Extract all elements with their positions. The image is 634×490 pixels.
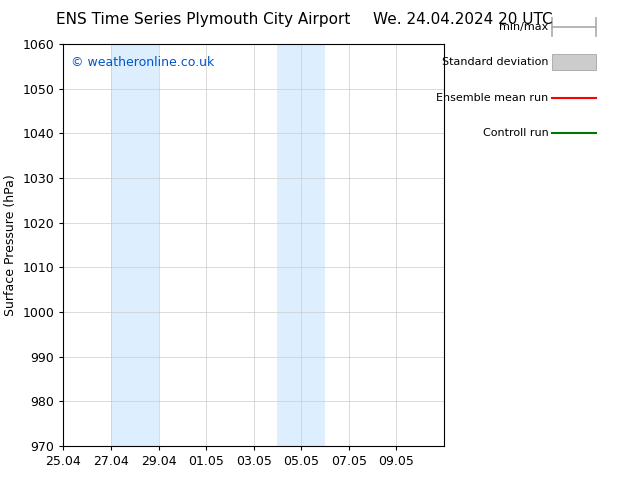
Text: © weatheronline.co.uk: © weatheronline.co.uk <box>71 56 214 69</box>
Text: ENS Time Series Plymouth City Airport: ENS Time Series Plymouth City Airport <box>56 12 350 27</box>
Text: Ensemble mean run: Ensemble mean run <box>436 93 548 102</box>
Y-axis label: Surface Pressure (hPa): Surface Pressure (hPa) <box>4 174 17 316</box>
Text: We. 24.04.2024 20 UTC: We. 24.04.2024 20 UTC <box>373 12 553 27</box>
Bar <box>278 44 325 446</box>
Text: Controll run: Controll run <box>482 128 548 138</box>
Text: Standard deviation: Standard deviation <box>442 57 548 67</box>
Bar <box>111 44 158 446</box>
Text: min/max: min/max <box>499 22 548 32</box>
